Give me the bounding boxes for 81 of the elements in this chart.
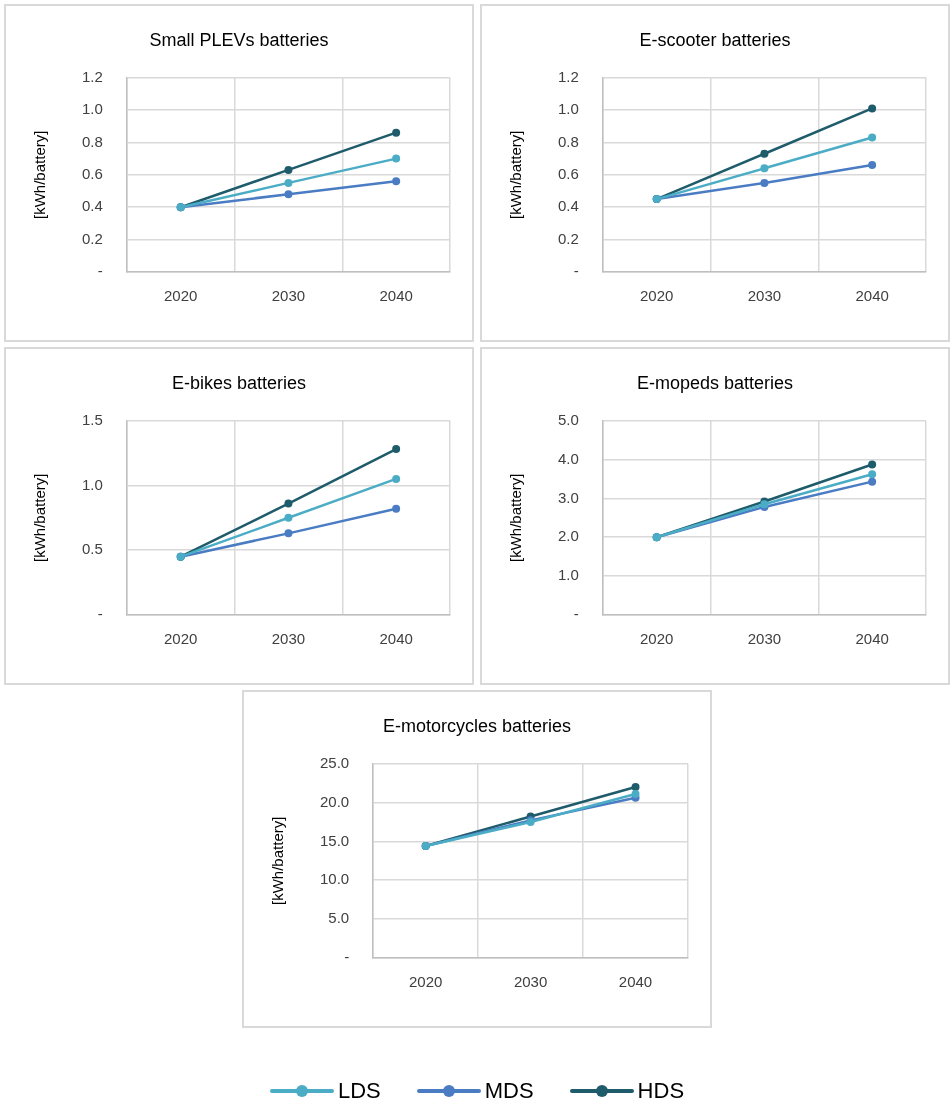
point	[868, 477, 877, 486]
y-axis-title: [kWh/battery]	[31, 130, 49, 219]
chart-title: E-bikes batteries	[171, 372, 307, 393]
legend-label: LDS	[337, 1078, 381, 1104]
y-tick-label: 3.0	[557, 488, 579, 506]
x-tick-label: 2030	[271, 630, 306, 648]
y-tick-label: 0.4	[557, 197, 579, 215]
x-tick-label: 2030	[271, 287, 306, 305]
y-axis-title: [kWh/battery]	[269, 816, 287, 905]
y-tick-label: 10.0	[319, 870, 350, 888]
y-tick-label: 1.0	[81, 100, 103, 118]
x-tick-label: 2030	[747, 630, 782, 648]
point	[284, 499, 293, 508]
y-tick-label: 0.5	[81, 540, 103, 558]
legend-label: HDS	[637, 1078, 685, 1104]
x-tick-label: 2020	[164, 287, 198, 305]
y-tick-label: 20.0	[319, 792, 350, 810]
chart-title: E-motorcycles batteries	[382, 715, 572, 736]
point	[392, 504, 401, 513]
legend-label: MDS	[484, 1078, 534, 1104]
y-tick-label: -	[573, 605, 579, 623]
point	[284, 190, 293, 199]
point	[868, 133, 877, 142]
point	[868, 104, 877, 113]
y-tick-label: 0.6	[81, 164, 103, 182]
y-tick-label: 2.0	[557, 527, 579, 545]
chart-title: E-mopeds batteries	[636, 372, 794, 393]
point	[868, 161, 877, 170]
y-tick-label: 0.4	[81, 197, 103, 215]
x-tick-label: 2020	[640, 630, 674, 648]
y-tick-label: -	[97, 605, 103, 623]
y-tick-label: 25.0	[319, 753, 350, 771]
chart-title: Small PLEVs batteries	[149, 29, 329, 50]
y-tick-label: 1.5	[81, 410, 103, 428]
y-tick-label: -	[573, 262, 579, 280]
y-tick-label: 1.2	[81, 67, 103, 85]
y-axis-title: [kWh/battery]	[507, 473, 525, 562]
point	[868, 460, 877, 469]
y-tick-label: 0.6	[557, 164, 579, 182]
y-tick-label: 4.0	[557, 449, 579, 467]
x-tick-label: 2030	[747, 287, 782, 305]
point	[284, 529, 293, 538]
x-tick-label: 2040	[855, 287, 889, 305]
point	[631, 789, 640, 798]
y-tick-label: 0.2	[81, 229, 103, 247]
y-tick-label: 15.0	[319, 831, 350, 849]
point	[760, 164, 769, 173]
x-tick-label: 2020	[164, 630, 198, 648]
y-tick-label: 1.0	[557, 566, 579, 584]
point	[392, 474, 401, 483]
point	[868, 470, 877, 479]
chart-title: E-scooter batteries	[639, 29, 791, 50]
point	[284, 513, 293, 522]
y-tick-label: 1.0	[557, 100, 579, 118]
point	[392, 177, 401, 186]
y-tick-label: -	[97, 262, 103, 280]
y-tick-label: 0.8	[81, 132, 103, 150]
x-tick-label: 2020	[408, 973, 443, 991]
y-tick-label: 0.2	[557, 229, 579, 247]
point	[284, 165, 293, 174]
x-tick-label: 2040	[379, 287, 413, 305]
point	[392, 154, 401, 163]
x-tick-label: 2040	[379, 630, 413, 648]
point	[631, 782, 640, 791]
y-tick-label: 0.8	[557, 132, 579, 150]
y-tick-label: 5.0	[328, 909, 350, 927]
y-tick-label: -	[344, 948, 350, 966]
x-tick-label: 2030	[513, 973, 548, 991]
point	[392, 445, 401, 454]
point	[284, 178, 293, 187]
y-tick-label: 1.0	[81, 475, 103, 493]
y-tick-label: 5.0	[557, 410, 579, 428]
y-tick-label: 1.2	[557, 67, 579, 85]
point	[760, 178, 769, 187]
point	[760, 149, 769, 158]
x-tick-label: 2040	[855, 630, 889, 648]
y-axis-title: [kWh/battery]	[31, 473, 49, 562]
point	[392, 128, 401, 137]
x-tick-label: 2020	[640, 287, 674, 305]
x-tick-label: 2040	[618, 973, 653, 991]
y-axis-title: [kWh/battery]	[507, 130, 525, 219]
